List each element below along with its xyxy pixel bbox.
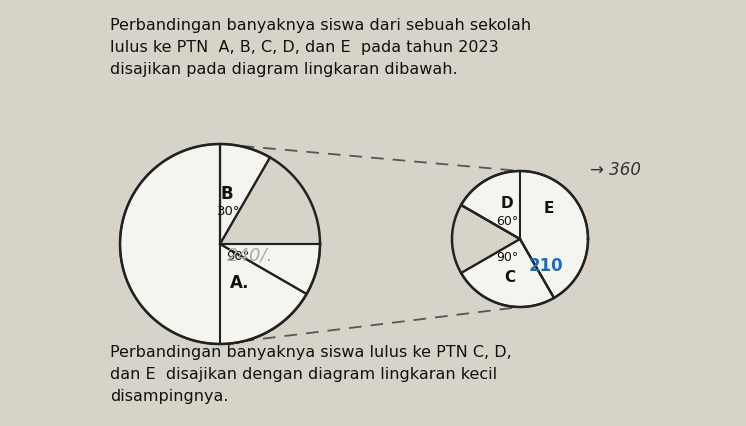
Polygon shape bbox=[461, 172, 520, 239]
Text: disajikan pada diagram lingkaran dibawah.: disajikan pada diagram lingkaran dibawah… bbox=[110, 62, 457, 77]
Text: disampingnya.: disampingnya. bbox=[110, 388, 228, 403]
Text: dan E  disajikan dengan diagram lingkaran kecil: dan E disajikan dengan diagram lingkaran… bbox=[110, 366, 497, 381]
Polygon shape bbox=[120, 145, 307, 344]
Text: → 360: → 360 bbox=[590, 161, 641, 178]
Text: C: C bbox=[504, 269, 515, 285]
Polygon shape bbox=[220, 245, 320, 344]
Polygon shape bbox=[461, 172, 588, 298]
Text: E: E bbox=[543, 201, 554, 216]
Text: 90°: 90° bbox=[496, 250, 518, 263]
Text: Perbandingan banyaknya siswa dari sebuah sekolah: Perbandingan banyaknya siswa dari sebuah… bbox=[110, 18, 531, 33]
Text: B: B bbox=[220, 184, 233, 202]
Text: Perbandingan banyaknya siswa lulus ke PTN C, D,: Perbandingan banyaknya siswa lulus ke PT… bbox=[110, 344, 512, 359]
Text: 240/.: 240/. bbox=[227, 245, 273, 263]
Text: 90°: 90° bbox=[226, 250, 249, 262]
Text: 60°: 60° bbox=[497, 215, 518, 227]
Text: lulus ke PTN  A, B, C, D, dan E  pada tahun 2023: lulus ke PTN A, B, C, D, dan E pada tahu… bbox=[110, 40, 498, 55]
Polygon shape bbox=[461, 239, 554, 307]
Text: A.: A. bbox=[230, 273, 249, 291]
Text: 210: 210 bbox=[528, 256, 563, 274]
Text: D: D bbox=[501, 196, 513, 210]
Text: 30°: 30° bbox=[217, 204, 240, 218]
Polygon shape bbox=[220, 145, 270, 245]
